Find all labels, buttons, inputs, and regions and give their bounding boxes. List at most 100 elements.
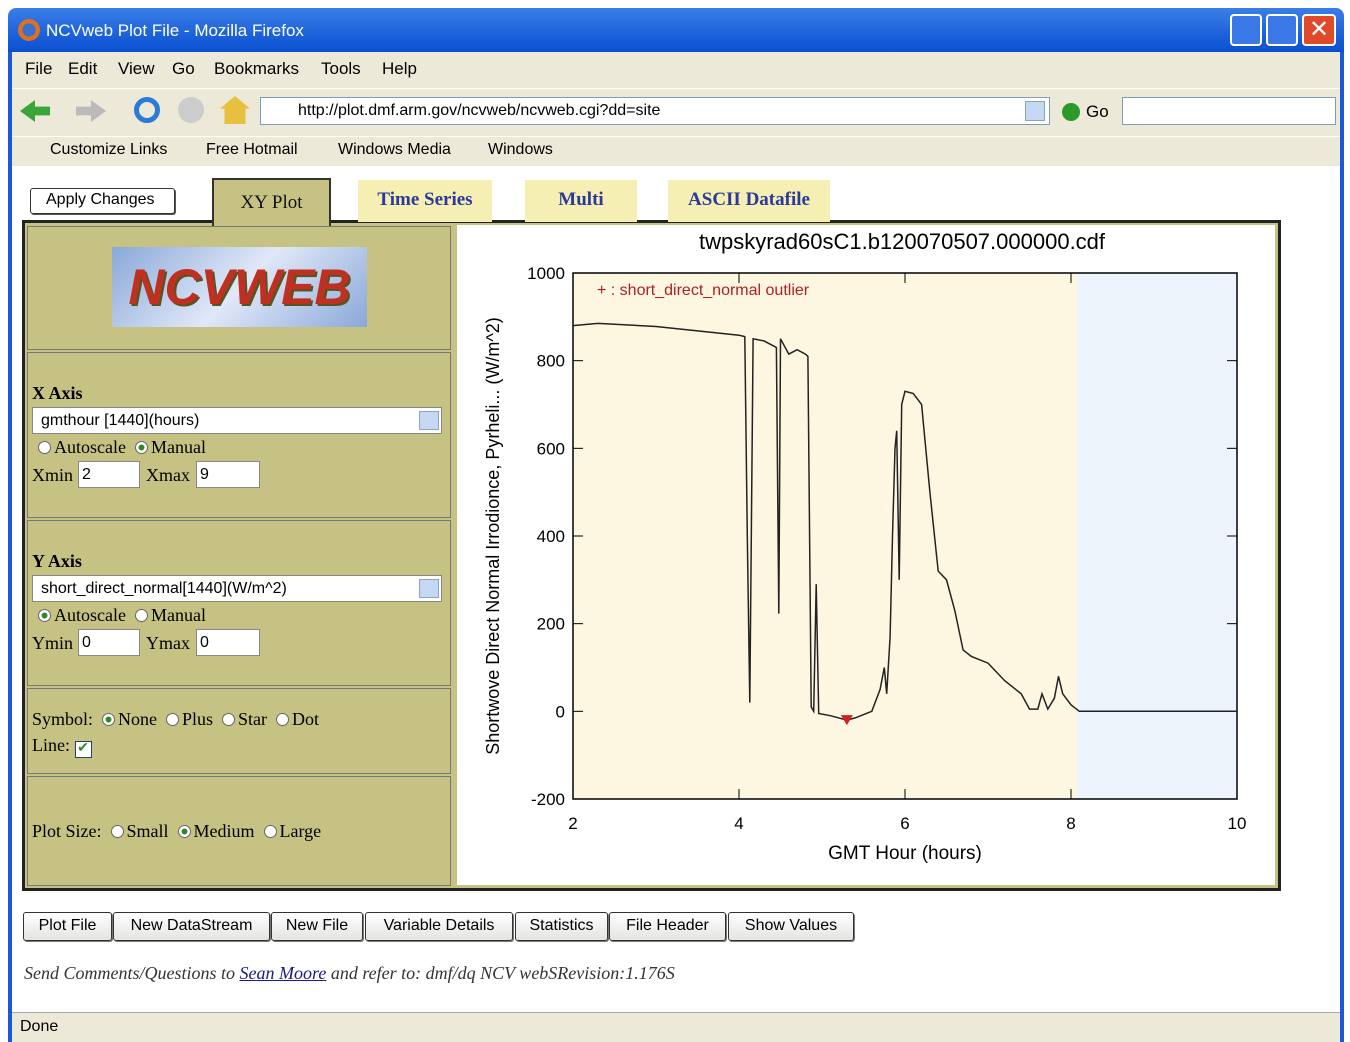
go-icon[interactable] <box>1062 103 1080 121</box>
symbol-option: Dot <box>292 709 320 729</box>
plot-frame <box>572 272 1238 800</box>
checkbox[interactable]: ✔ <box>74 741 92 758</box>
radio[interactable] <box>177 825 191 838</box>
status-text: Done <box>20 1018 59 1035</box>
footer-link[interactable]: Sean Moore <box>239 963 327 983</box>
menu-item[interactable]: Edit <box>68 59 98 78</box>
stop-icon[interactable] <box>178 97 204 123</box>
x-variable-text: gmthour [1440](hours) <box>41 412 200 429</box>
radio[interactable] <box>134 609 148 622</box>
y-tick-label: 1000 <box>527 264 565 283</box>
y-tick-label: 0 <box>556 702 565 721</box>
x-variable[interactable]: gmthour [1440](hours) <box>32 407 442 434</box>
window-title: NCVweb Plot File - Mozilla Firefox <box>46 21 304 40</box>
menu-item[interactable]: File <box>25 59 53 78</box>
close-button[interactable]: ✕ <box>1302 14 1336 46</box>
footer-text: Send Comments/Questions to <box>24 963 235 983</box>
symbol-option: Star <box>238 709 268 729</box>
xmin-input[interactable]: 2 <box>78 461 140 488</box>
bookmark-link[interactable]: Customize Links <box>50 141 168 158</box>
radio[interactable] <box>110 825 124 838</box>
ymin-label: Ymin <box>32 633 74 653</box>
url-dropdown[interactable] <box>1025 101 1045 121</box>
bookmark-link[interactable]: Windows Media <box>338 141 451 158</box>
y-axis-label: Shortwove Direct Normal Irrodionce, Pyrh… <box>483 317 503 755</box>
x-tick-label: 6 <box>900 814 909 833</box>
y-tick-label: 800 <box>537 352 565 371</box>
button[interactable]: Show Values <box>728 912 854 941</box>
tab[interactable]: Multi <box>525 180 637 222</box>
x-axis-section: X Axis gmthour [1440](hours) Autoscale M… <box>27 352 451 518</box>
x-manual: Manual <box>150 437 206 457</box>
tab[interactable]: XY Plot <box>212 178 331 226</box>
apply-button[interactable] <box>30 188 175 214</box>
url: http://plot.dmf.arm.gov/ncvweb/ncvweb.cg… <box>298 102 661 119</box>
max-button[interactable] <box>1266 14 1298 46</box>
radio[interactable] <box>276 713 290 726</box>
xmax-input[interactable]: 9 <box>196 461 260 488</box>
logo: NCVWEB <box>112 247 367 327</box>
radio[interactable] <box>222 713 236 726</box>
bookmark-link[interactable]: Free Hotmail <box>206 141 298 158</box>
y-variable[interactable]: short_direct_normal[1440](W/m^2) <box>32 575 442 602</box>
y-autoscale: Autoscale <box>54 605 126 625</box>
plot-size-row: Plot Size: Small Medium Large <box>32 821 321 842</box>
menu-item[interactable]: View <box>118 59 155 78</box>
tab[interactable]: ASCII Datafile <box>668 180 830 222</box>
min-button[interactable] <box>1230 14 1262 46</box>
ymax-input[interactable]: 0 <box>196 629 260 656</box>
menu-item[interactable]: Tools <box>321 59 361 78</box>
x-axis-heading: X Axis <box>32 383 83 403</box>
symbol-section: Symbol: None Plus Star Dot Line: ✔ <box>27 688 451 774</box>
menu-bar <box>12 52 1340 86</box>
outlier-marker <box>840 715 853 726</box>
menu-item[interactable]: Help <box>382 59 417 78</box>
bookmark-link[interactable]: Windows <box>488 141 553 158</box>
tab[interactable]: Time Series <box>358 180 492 222</box>
footer: Send Comments/Questions to Sean Moore an… <box>24 963 675 984</box>
plot-size-label: Plot Size: <box>32 821 102 841</box>
xmax-label: Xmax <box>146 465 190 485</box>
x-tick-label: 4 <box>734 814 743 833</box>
button[interactable]: New DataStream <box>113 912 270 941</box>
menu-item[interactable]: Go <box>172 59 195 78</box>
data-shading <box>573 273 1077 799</box>
button[interactable]: File Header <box>609 912 726 941</box>
dropdown[interactable] <box>419 411 439 430</box>
radio[interactable] <box>38 441 51 454</box>
go-label[interactable]: Go <box>1086 102 1109 121</box>
url-box[interactable] <box>260 97 1050 125</box>
search-box[interactable] <box>1122 97 1336 125</box>
radio[interactable] <box>102 713 116 726</box>
dropdown[interactable] <box>419 579 439 598</box>
radio[interactable] <box>263 825 277 838</box>
status-bar <box>12 1012 1340 1040</box>
button[interactable]: Variable Details <box>365 912 513 941</box>
radio[interactable] <box>38 609 51 622</box>
ymin-input[interactable]: 0 <box>78 629 140 656</box>
empty-shading <box>1077 273 1237 799</box>
y-tick-label: 600 <box>537 439 565 458</box>
radio[interactable] <box>134 441 148 454</box>
x-tick-label: 10 <box>1228 814 1247 833</box>
button[interactable]: Plot File <box>23 912 112 941</box>
y-variable-text: short_direct_normal[1440](W/m^2) <box>41 580 287 597</box>
plot: twpskyrad60sC1.b120070507.000000.cdf GMT… <box>455 223 1277 887</box>
x-scale: Autoscale Manual <box>38 437 206 458</box>
x-tick-label: 8 <box>1066 814 1075 833</box>
size-option: Small <box>126 821 169 841</box>
menu-item[interactable]: Bookmarks <box>214 59 300 78</box>
radio[interactable] <box>166 713 180 726</box>
button[interactable]: New File <box>271 912 363 941</box>
reload-icon[interactable] <box>134 97 160 123</box>
y-scale: Autoscale Manual <box>38 605 206 626</box>
annotation: + : short_direct_normal outlier <box>597 282 810 299</box>
y-axis-heading: Y Axis <box>32 551 82 571</box>
symbol-option: Plus <box>182 709 214 729</box>
size-option: Medium <box>193 821 255 841</box>
app-icon <box>18 19 40 41</box>
apply-label[interactable]: Apply Changes <box>46 191 155 208</box>
line-row: Line: ✔ <box>32 735 92 758</box>
button[interactable]: Statistics <box>515 912 608 941</box>
ymax-label: Ymax <box>146 633 190 653</box>
